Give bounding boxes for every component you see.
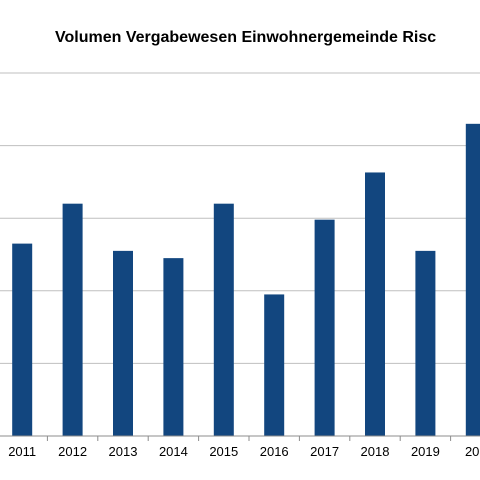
bar-202 [465, 123, 480, 436]
bar-2017 [314, 219, 335, 436]
x-tick-label: 2013 [109, 444, 138, 459]
x-tick-label: 202 [465, 444, 480, 459]
x-tick-label: 2016 [260, 444, 289, 459]
bar-2011 [12, 243, 33, 436]
x-tick-label: 2019 [411, 444, 440, 459]
bar-2019 [415, 250, 436, 436]
bar-2013 [113, 250, 133, 436]
bar-2016 [264, 294, 285, 436]
x-tick-labels: 2011 2012 2013 2014 2015 2016 2017 2018 2019 202 [8, 444, 480, 459]
bar-2018 [365, 172, 385, 436]
bar-2015 [213, 203, 234, 436]
x-axis [0, 435, 480, 441]
x-tick-label: 2014 [159, 444, 188, 459]
x-tick-label: 2012 [58, 444, 87, 459]
x-tick-label: 2018 [361, 444, 390, 459]
x-tick-label: 2015 [209, 444, 238, 459]
chart-title: Volumen Vergabewesen Einwohnergemeinde R… [55, 29, 436, 46]
bar-2014 [163, 258, 184, 436]
x-tick-label: 2011 [8, 444, 36, 459]
bars [12, 123, 480, 436]
bar-2012 [62, 203, 83, 436]
x-tick-label: 2017 [310, 444, 339, 459]
